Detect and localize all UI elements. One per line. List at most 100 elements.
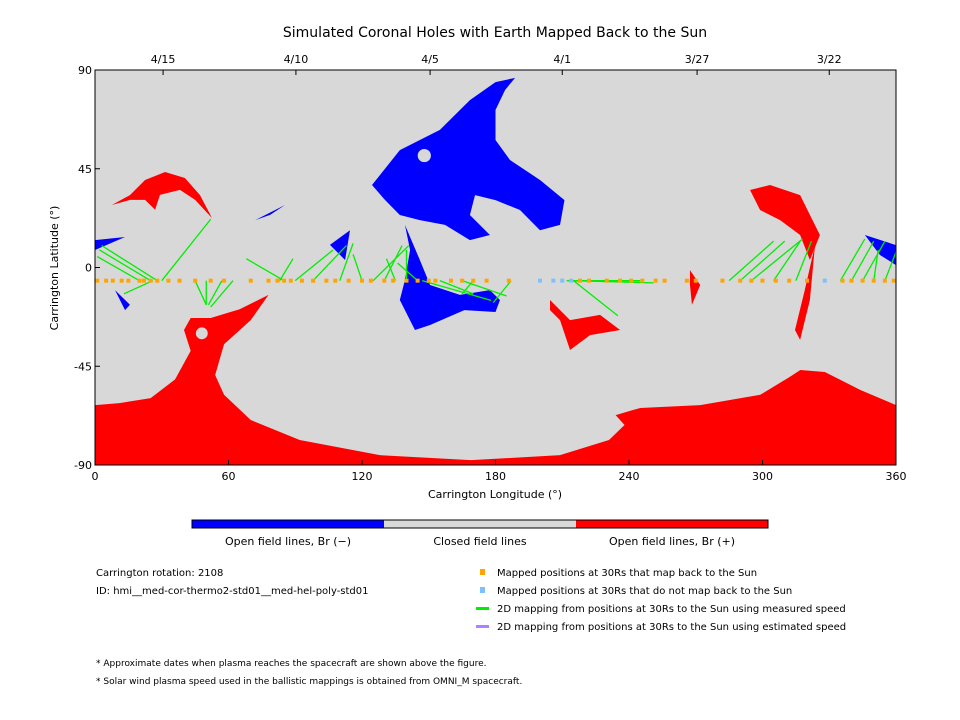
mapped-point bbox=[166, 278, 171, 283]
mapped-point bbox=[618, 278, 623, 283]
legend-unmapped-label: Mapped positions at 30Rs that do not map… bbox=[497, 586, 792, 597]
mapped-points-layer bbox=[95, 278, 896, 283]
measured-mapping-line bbox=[739, 240, 786, 282]
positive-coronal-hole-5 bbox=[794, 245, 816, 340]
colorbar-positive bbox=[576, 520, 768, 528]
date-tick-label: 4/5 bbox=[421, 53, 439, 66]
legend-mapped-label: Mapped positions at 30Rs that map back t… bbox=[497, 568, 757, 579]
mapped-point bbox=[840, 278, 845, 283]
measured-mapping-line bbox=[397, 262, 419, 282]
mapped-point bbox=[629, 278, 634, 283]
mapped-point bbox=[586, 278, 591, 283]
x-tick-label: 360 bbox=[886, 470, 907, 483]
mapped-point bbox=[391, 278, 396, 283]
mapped-point bbox=[604, 278, 609, 283]
measured-mapping-line bbox=[385, 258, 396, 281]
mapped-point bbox=[738, 278, 743, 283]
y-tick-label: 0 bbox=[85, 262, 92, 275]
model-id: ID: hmi__med-cor-thermo2-std01__med-hel-… bbox=[96, 586, 369, 597]
mapped-point bbox=[433, 278, 438, 283]
measured-mapping-line bbox=[873, 249, 879, 281]
measured-mapping-line bbox=[194, 280, 207, 306]
measured-mapping-line bbox=[795, 240, 813, 281]
measured-mapping-line bbox=[862, 240, 886, 281]
negative-coronal-hole-10 bbox=[115, 290, 130, 311]
positive-coronal-hole-1 bbox=[111, 172, 213, 219]
negative-coronal-hole-11 bbox=[255, 204, 286, 221]
measured-mapping-line bbox=[294, 249, 334, 282]
mapped-point bbox=[882, 278, 887, 283]
negative-coronal-hole-12 bbox=[329, 230, 350, 261]
date-tick-label: 4/10 bbox=[284, 53, 309, 66]
mapped-point bbox=[891, 278, 896, 283]
measured-mapping-line bbox=[372, 245, 410, 282]
measured-mapping-line bbox=[99, 249, 151, 282]
x-tick-label: 300 bbox=[752, 470, 773, 483]
mapped-point bbox=[860, 278, 865, 283]
negative-coronal-hole-2 bbox=[372, 77, 565, 241]
mapped-point bbox=[193, 278, 198, 283]
mapped-point bbox=[449, 278, 453, 283]
x-axis-label: Carrington Longitude (°) bbox=[428, 488, 562, 501]
unmapped-point bbox=[822, 278, 827, 283]
mapped-point bbox=[104, 278, 109, 283]
mapped-point bbox=[288, 278, 293, 283]
y-tick-label: 45 bbox=[78, 163, 92, 176]
measured-mapping-line bbox=[123, 280, 154, 295]
measured-mapping-line bbox=[421, 280, 492, 302]
mapped-point bbox=[404, 278, 409, 283]
mapped-point bbox=[222, 278, 227, 283]
date-tick-label: 4/1 bbox=[553, 53, 571, 66]
mapped-point bbox=[415, 278, 420, 283]
mapped-point bbox=[141, 278, 146, 283]
mapped-point bbox=[506, 278, 511, 283]
legend-measured-label: 2D mapping from positions at 30Rs to the… bbox=[497, 604, 846, 615]
measured-mapping-line bbox=[383, 245, 403, 281]
colorbar-label-positive: Open field lines, Br (+) bbox=[609, 535, 735, 548]
unmapped-point bbox=[538, 278, 542, 283]
legend-estimated-line bbox=[476, 625, 489, 628]
measured-mapping-line bbox=[572, 280, 619, 317]
measured-mapping-line bbox=[161, 218, 212, 282]
chart-title: Simulated Coronal Holes with Earth Mappe… bbox=[283, 25, 707, 41]
measured-mapping-line bbox=[439, 280, 474, 295]
measured-mapping-line bbox=[461, 280, 507, 297]
colorbar-frame bbox=[191, 519, 769, 529]
mapped-point bbox=[119, 278, 124, 283]
mapped-point bbox=[148, 278, 153, 283]
mapped-point bbox=[849, 278, 854, 283]
mapped-point bbox=[110, 278, 115, 283]
colorbar-label-closed: Closed field lines bbox=[433, 535, 527, 548]
mapped-point bbox=[749, 278, 754, 283]
mapped-point bbox=[871, 278, 876, 283]
measured-mapping-line bbox=[207, 280, 223, 306]
mapped-point bbox=[426, 278, 431, 283]
mapped-point bbox=[471, 278, 476, 283]
note-dates: * Approximate dates when plasma reaches … bbox=[96, 659, 487, 669]
x-tick-label: 60 bbox=[222, 470, 236, 483]
mapped-point bbox=[382, 278, 387, 283]
measured-mapping-line bbox=[96, 255, 140, 282]
mapped-point bbox=[460, 278, 465, 283]
x-tick-label: 120 bbox=[352, 470, 373, 483]
axes-layer: 0 60 120 180 240 300 360 90 45 0 -45 -90 4/15 4/10 4/5… bbox=[74, 53, 906, 483]
y-tick-label: -90 bbox=[74, 459, 92, 472]
mapped-point bbox=[805, 278, 809, 283]
measured-mapping-line bbox=[728, 240, 775, 282]
unmapped-point bbox=[560, 278, 565, 283]
note-speed: * Solar wind plasma speed used in the ba… bbox=[96, 677, 522, 687]
mapped-point bbox=[324, 278, 329, 283]
measured-mapping-line bbox=[839, 238, 866, 281]
measured-mapping-line bbox=[492, 280, 512, 304]
mapped-point bbox=[177, 278, 182, 283]
date-tick-label: 4/15 bbox=[151, 53, 176, 66]
mapped-point bbox=[693, 278, 698, 283]
carrington-rotation: Carrington rotation: 2108 bbox=[96, 568, 223, 579]
mapped-point bbox=[126, 278, 131, 283]
regions-layer bbox=[95, 77, 896, 465]
legend-measured-line bbox=[476, 607, 489, 610]
measured-mapping-line bbox=[750, 238, 803, 282]
closed-island-1 bbox=[417, 148, 431, 163]
measured-mapping-line bbox=[884, 251, 897, 281]
